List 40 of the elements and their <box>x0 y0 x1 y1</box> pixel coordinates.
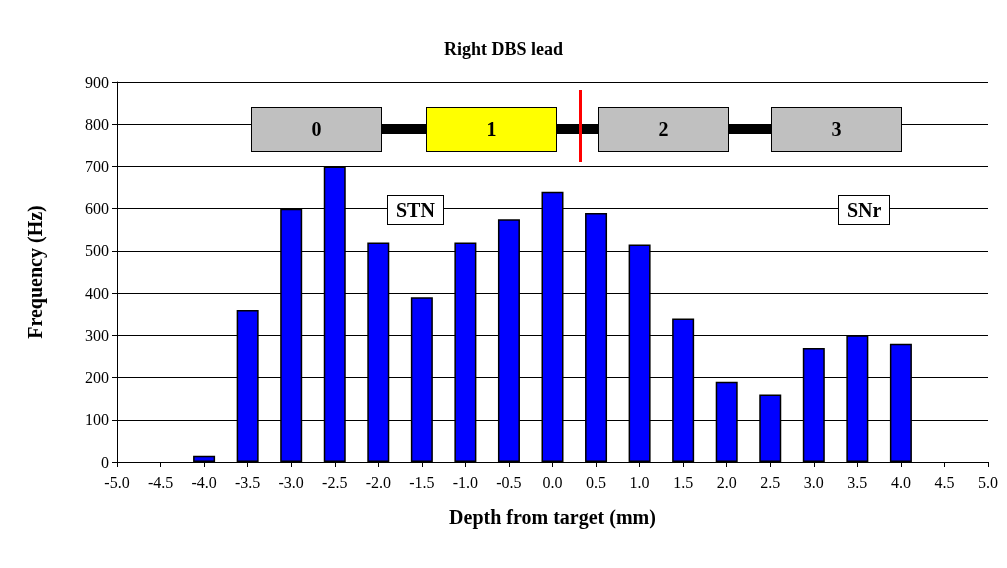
y-tick-label: 700 <box>85 157 109 175</box>
x-tick-label: -4.5 <box>147 473 174 491</box>
annotation: 0 <box>251 107 382 152</box>
y-tick-label: 100 <box>85 411 109 429</box>
x-tick-label: -2.5 <box>322 473 348 491</box>
y-axis-title: Frequency (Hz) <box>24 205 47 339</box>
x-tick-label: -3.0 <box>278 473 304 491</box>
x-tick-label: 2.0 <box>716 473 737 491</box>
annotation: SNr <box>838 195 891 225</box>
x-tick-label: -2.0 <box>365 473 391 491</box>
x-tick-label: 5.0 <box>978 473 998 491</box>
y-tick-label: 400 <box>85 284 109 302</box>
y-tick-label: 800 <box>85 115 109 133</box>
x-tick-label: 1.0 <box>629 473 650 491</box>
y-tick-label: 500 <box>85 242 109 260</box>
x-tick-label: 1.5 <box>673 473 694 491</box>
annotation: STN <box>387 195 444 225</box>
x-tick-label: 4.0 <box>890 473 911 491</box>
x-tick-label: 3.0 <box>803 473 824 491</box>
x-tick-label: 0.5 <box>586 473 607 491</box>
annotation: 1 <box>426 107 557 152</box>
annotation: 2 <box>598 107 729 152</box>
x-axis-title: Depth from target (mm) <box>449 506 656 529</box>
y-tick-label: 0 <box>101 453 109 471</box>
x-tick-label: 0.0 <box>542 473 563 491</box>
x-tick-label: -1.0 <box>452 473 479 491</box>
x-tick-label: -0.5 <box>496 473 522 491</box>
y-tick-label: 300 <box>85 326 109 344</box>
y-tick-label: 200 <box>85 369 109 387</box>
x-tick-label: 4.5 <box>934 473 955 491</box>
annotation: 3 <box>771 107 902 152</box>
y-tick-label: 600 <box>85 200 109 218</box>
x-tick-label: -1.5 <box>409 473 435 491</box>
x-tick-label: -5.0 <box>104 473 130 491</box>
x-tick-label: 3.5 <box>847 473 868 491</box>
chart-title: Right DBS lead <box>443 39 564 59</box>
x-tick-label: -4.0 <box>191 473 217 491</box>
x-tick-label: -3.5 <box>234 473 261 491</box>
x-tick-label: 2.5 <box>760 473 781 491</box>
y-tick-label: 900 <box>85 73 109 91</box>
